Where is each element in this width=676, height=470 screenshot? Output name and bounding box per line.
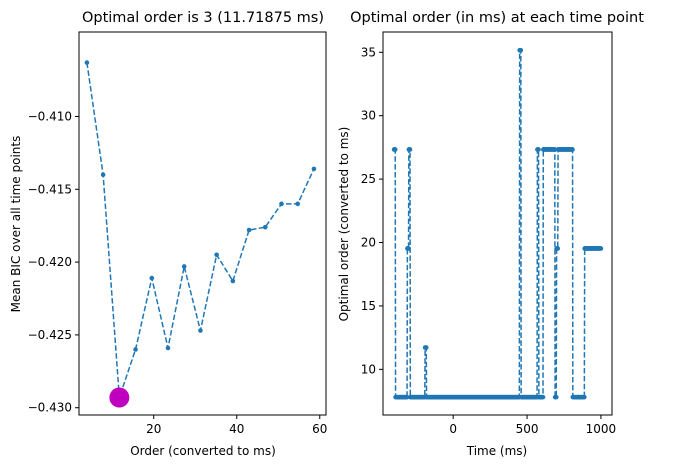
left-y-axis-label: Mean BIC over all time points bbox=[9, 136, 23, 313]
right-y-axis-label: Optimal order (converted to ms) bbox=[337, 127, 351, 322]
left-chart: Optimal order is 3 (11.71875 ms) 20 40 60 −… bbox=[9, 10, 327, 458]
left-x-tick-label: 60 bbox=[312, 422, 327, 436]
right-y-tick-label: 10 bbox=[361, 362, 376, 376]
left-data-point bbox=[246, 227, 252, 233]
right-chart-title: Optimal order (in ms) at each time point bbox=[350, 10, 644, 26]
right-y-tick-label: 15 bbox=[361, 299, 376, 313]
left-y-tick-label: −0.415 bbox=[28, 182, 72, 196]
right-plot-area bbox=[391, 47, 604, 400]
left-data-point bbox=[214, 252, 219, 258]
right-axes-frame bbox=[382, 31, 613, 416]
left-data-point bbox=[149, 275, 155, 281]
right-data-point bbox=[407, 147, 413, 152]
left-axes-frame bbox=[78, 31, 327, 416]
left-data-point bbox=[181, 264, 187, 269]
left-data-point bbox=[198, 328, 203, 333]
left-y-tick-label: −0.425 bbox=[28, 328, 72, 342]
right-data-point bbox=[423, 345, 429, 350]
right-data-point bbox=[582, 394, 587, 400]
right-data-point bbox=[392, 147, 398, 152]
left-x-tick-label: 40 bbox=[229, 422, 244, 436]
right-y-tick-label: 20 bbox=[361, 236, 376, 250]
right-data-point bbox=[598, 246, 604, 251]
left-data-point bbox=[84, 60, 90, 65]
right-x-tick-label: 1000 bbox=[586, 422, 617, 436]
right-y-tick-label: 25 bbox=[361, 172, 376, 186]
left-chart-title: Optimal order is 3 (11.71875 ms) bbox=[82, 10, 324, 26]
left-x-axis-label: Order (converted to ms) bbox=[130, 444, 276, 458]
right-data-point bbox=[553, 394, 559, 400]
left-y-tick-label: −0.420 bbox=[28, 255, 72, 269]
left-data-point bbox=[133, 347, 138, 352]
left-y-tick-label: −0.430 bbox=[28, 401, 72, 415]
right-data-point bbox=[555, 246, 561, 251]
left-data-point bbox=[230, 278, 236, 284]
right-y-tick-label: 30 bbox=[361, 109, 376, 123]
right-data-point bbox=[552, 147, 558, 152]
right-x-axis-label: Time (ms) bbox=[466, 444, 528, 458]
optimal-order-marker bbox=[109, 387, 130, 408]
right-data-point bbox=[404, 394, 410, 400]
left-data-point bbox=[311, 166, 317, 172]
left-ticks: 20 40 60 −0.430 −0.425 −0.420 −0.415 −0.410 bbox=[28, 109, 328, 436]
left-data-point bbox=[295, 201, 301, 207]
left-plot-area bbox=[84, 60, 317, 408]
left-y-tick-label: −0.410 bbox=[28, 109, 72, 123]
right-data-point bbox=[536, 147, 541, 152]
right-ticks: 0 500 1000 10 15 20 25 30 35 bbox=[361, 45, 616, 436]
right-x-tick-label: 0 bbox=[449, 422, 457, 436]
right-y-tick-label: 35 bbox=[361, 45, 376, 59]
left-x-tick-label: 20 bbox=[146, 422, 161, 436]
right-data-point bbox=[570, 147, 575, 152]
right-chart: Optimal order (in ms) at each time point… bbox=[337, 10, 644, 458]
left-data-point bbox=[100, 172, 106, 178]
right-data-point bbox=[540, 394, 546, 400]
left-data-point bbox=[262, 224, 268, 230]
right-x-tick-label: 500 bbox=[516, 422, 539, 436]
left-data-point bbox=[279, 201, 284, 207]
right-data-point bbox=[406, 246, 411, 251]
right-data-point bbox=[518, 47, 524, 53]
left-data-point bbox=[165, 345, 171, 351]
